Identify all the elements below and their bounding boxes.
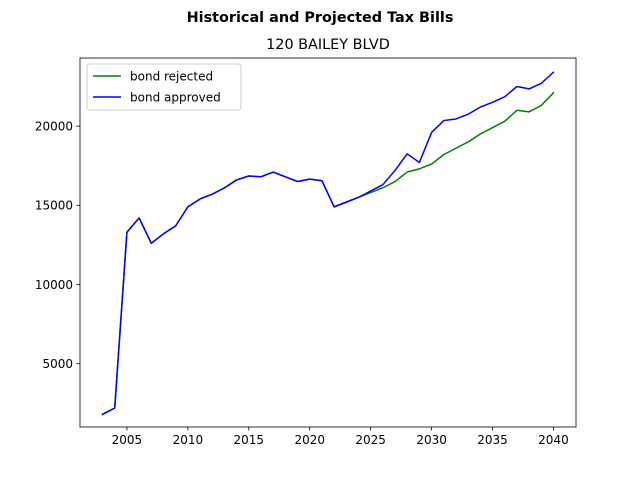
legend: bond rejected bond approved: [86, 63, 242, 111]
y-axis: 5000 10000 15000 20000: [35, 119, 80, 371]
y-tick-label: 10000: [35, 278, 73, 292]
x-tick-label: 2035: [477, 433, 508, 447]
x-tick-label: 2015: [234, 433, 265, 447]
plot-frame: [79, 57, 577, 428]
plot-area: [80, 58, 576, 427]
x-tick-label: 2025: [355, 433, 386, 447]
x-tick-label: 2010: [173, 433, 204, 447]
x-tick-label: 2020: [294, 433, 325, 447]
chart-title: 120 BAILEY BLVD: [266, 37, 390, 53]
series-layer: [101, 71, 555, 416]
legend-label: bond rejected: [130, 69, 213, 83]
x-tick-label: 2040: [538, 433, 569, 447]
y-tick-label: 5000: [42, 357, 73, 371]
chart-suptitle: Historical and Projected Tax Bills: [187, 10, 454, 26]
x-tick-label: 2030: [416, 433, 447, 447]
x-tick-label: 2005: [112, 433, 143, 447]
y-tick-label: 15000: [35, 199, 73, 213]
y-tick-label: 20000: [35, 119, 73, 133]
x-axis: 2005 2010 2015 2020 2025 2030 2035 2040: [112, 427, 569, 447]
legend-label: bond approved: [130, 90, 221, 104]
legend-box: [86, 63, 242, 111]
series-line-bond-approved: [101, 71, 555, 416]
